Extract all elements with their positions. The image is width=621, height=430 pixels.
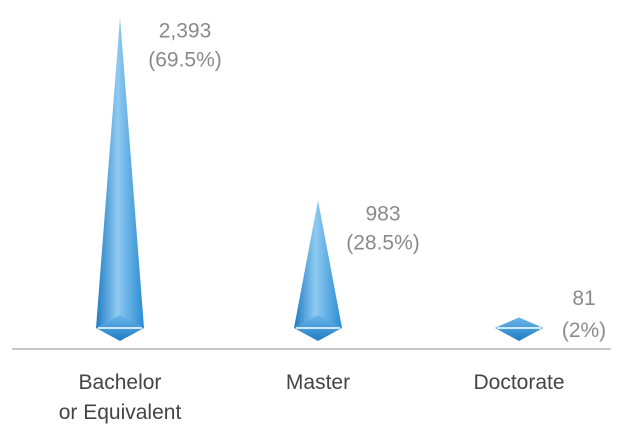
category-label-2-0: Doctorate — [473, 371, 564, 394]
bar-cone-1 — [294, 200, 342, 328]
category-label-0-0: Bachelor — [79, 371, 162, 394]
plot-area: 2,393 (69.5%) Bachelor or Equivalent 983 (28.… — [12, 17, 611, 424]
data-label-value-1: 983 — [365, 202, 400, 225]
bar-cone-0 — [96, 17, 144, 328]
category-label-1-0: Master — [286, 371, 350, 394]
category-label-0-1: or Equivalent — [59, 401, 182, 424]
bar-base-2 — [495, 317, 543, 341]
data-label-percent-1: (28.5%) — [346, 231, 420, 254]
data-label-value-2: 81 — [572, 287, 595, 310]
data-label-percent-0: (69.5%) — [148, 48, 222, 71]
data-label-value-0: 2,393 — [159, 19, 212, 42]
data-label-percent-2: (2%) — [562, 319, 606, 342]
